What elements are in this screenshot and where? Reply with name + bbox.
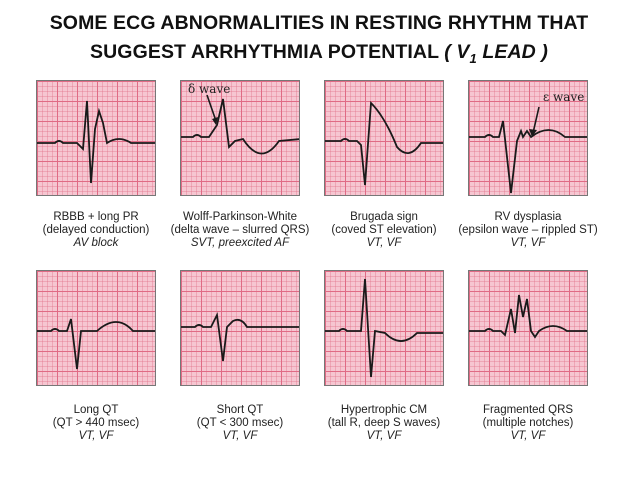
ecg-trace-rv-dysplasia	[469, 106, 587, 194]
caption-brugada: Brugada sign (coved ST elevation) VT, VF	[331, 211, 437, 249]
ecg-panel-fragmented-qrs	[468, 270, 588, 386]
ecg-panel-rv-dysplasia	[468, 80, 588, 196]
ecg-trace-fragmented-qrs	[469, 294, 587, 339]
delta-wave-label: δ wave	[188, 82, 231, 96]
caption-fragmented-qrs: Fragmented QRS (multiple notches) VT, VF	[482, 404, 574, 442]
epsilon-wave-arrow	[532, 106, 540, 134]
caption-hcm: Hypertrophic CM (tall R, deep S waves) VT,…	[327, 404, 441, 442]
caption-wpw: Wolff-Parkinson-White (delta wave – slurr…	[170, 211, 310, 249]
ecg-trace-brugada	[325, 100, 443, 186]
ecg-trace-long-qt	[37, 318, 155, 370]
caption-long-qt: Long QT (QT > 440 msec) VT, VF	[52, 404, 140, 442]
caption-rbbb: RBBB + long PR (delayed conduction) AV blo…	[42, 211, 150, 249]
caption-short-qt: Short QT (QT < 300 msec) VT, VF	[196, 404, 284, 442]
ecg-trace-wpw	[181, 94, 299, 155]
delta-wave-arrow	[206, 94, 217, 122]
slide-title-line2: SUGGEST ARRHYTHMIA POTENTIAL ( V1 LEAD )	[0, 41, 638, 66]
ecg-panel-short-qt	[180, 270, 300, 386]
ecg-panel-long-qt	[36, 270, 156, 386]
ecg-panel-wpw	[180, 80, 300, 196]
ecg-panel-hcm	[324, 270, 444, 386]
epsilon-wave-label: ε wave	[543, 90, 585, 104]
ecg-trace-short-qt	[181, 311, 299, 362]
ecg-trace-hcm	[325, 278, 443, 378]
title-line2-text: SUGGEST ARRHYTHMIA POTENTIAL	[90, 41, 445, 63]
ecg-panel-rbbb	[36, 80, 156, 196]
ecg-panel-brugada	[324, 80, 444, 196]
title-lead-label: ( V1 LEAD )	[444, 41, 548, 66]
slide-title-line1: SOME ECG ABNORMALITIES IN RESTING RHYTHM…	[49, 12, 589, 34]
ecg-trace-rbbb	[37, 100, 155, 184]
caption-rv-dysplasia: RV dysplasia (epsilon wave – rippled ST) V…	[458, 211, 598, 249]
